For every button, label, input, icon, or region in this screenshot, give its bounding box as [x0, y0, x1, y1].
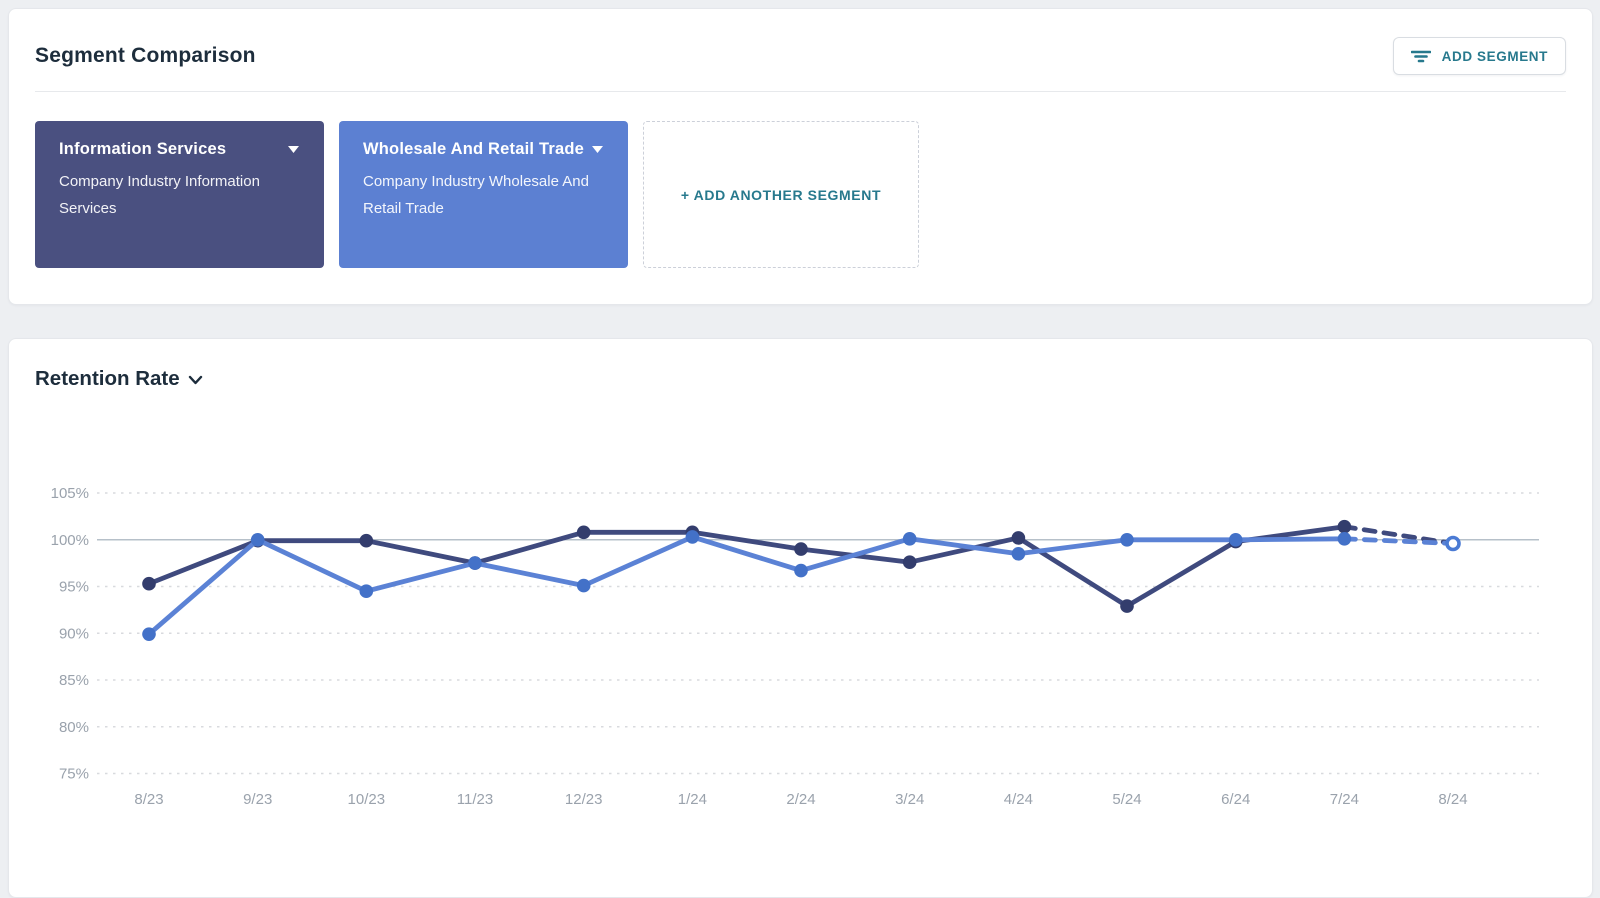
data-point[interactable]: [359, 533, 374, 548]
x-axis-tick: 11/23: [457, 791, 493, 808]
series-projection-dashed: [1342, 536, 1456, 546]
add-segment-button-label: ADD SEGMENT: [1441, 48, 1548, 64]
data-point[interactable]: [902, 555, 917, 569]
x-axis-tick: 8/24: [1438, 791, 1467, 808]
data-point[interactable]: [902, 532, 917, 546]
x-axis-tick: 6/24: [1221, 791, 1250, 808]
chevron-down-icon: [287, 145, 300, 154]
data-point[interactable]: [576, 525, 591, 540]
chevron-down-icon[interactable]: [188, 372, 203, 390]
data-point[interactable]: [1337, 519, 1352, 534]
x-axis-tick: 10/23: [348, 791, 386, 808]
x-axis-tick: 7/24: [1330, 791, 1359, 808]
x-axis-tick: 5/24: [1112, 791, 1141, 808]
data-point[interactable]: [1228, 533, 1243, 547]
data-point[interactable]: [142, 627, 156, 641]
series-line: [146, 534, 1347, 637]
data-point[interactable]: [468, 556, 482, 570]
retention-rate-card: Retention Rate 105% 100% 95% 90% 85% 80% 75% 8/…: [8, 338, 1593, 898]
segment-comparison-card: Segment Comparison ADD SEGMENT Informati…: [8, 8, 1593, 305]
x-axis-tick: 8/23: [134, 791, 163, 808]
x-axis-tick: 2/24: [786, 791, 815, 808]
x-axis-tick: 12/23: [565, 791, 603, 808]
page-title: Segment Comparison: [35, 44, 256, 67]
y-axis-tick: 85%: [59, 672, 89, 689]
y-axis-tick: 75%: [59, 766, 89, 783]
data-point[interactable]: [794, 563, 808, 578]
segment-card-information-services: Information Services Company Industry In…: [35, 121, 324, 268]
y-axis-tick: 90%: [59, 625, 89, 642]
x-axis-tick: 1/24: [678, 791, 707, 808]
segment-card-wholesale-retail: Wholesale And Retail Trade Company Indus…: [339, 121, 628, 268]
add-another-segment-label: + ADD ANOTHER SEGMENT: [680, 186, 882, 203]
data-point[interactable]: [1011, 547, 1026, 561]
chevron-down-icon: [591, 145, 604, 154]
series-line: [146, 524, 1347, 609]
data-point[interactable]: [685, 530, 700, 544]
retention-chart: 105% 100% 95% 90% 85% 80% 75% 8/23 9/23 10/23 11/2…: [51, 485, 1539, 808]
filter-icon: [1410, 48, 1431, 64]
segment-name: Information Services: [59, 140, 227, 158]
add-segment-button[interactable]: ADD SEGMENT: [1392, 37, 1566, 75]
data-point[interactable]: [250, 533, 265, 547]
segment-dropdown-wholesale-retail[interactable]: Wholesale And Retail Trade: [363, 140, 604, 159]
data-point[interactable]: [1120, 533, 1134, 547]
segment-description: Company Industry Wholesale And Retail Tr…: [363, 173, 589, 217]
data-point[interactable]: [1337, 532, 1352, 546]
data-point[interactable]: [359, 584, 374, 598]
data-point[interactable]: [794, 542, 808, 556]
data-point[interactable]: [576, 578, 591, 593]
x-axis-tick: 4/24: [1004, 791, 1033, 808]
chart-title: Retention Rate: [35, 367, 180, 390]
add-another-segment-button[interactable]: + ADD ANOTHER SEGMENT: [643, 121, 919, 268]
x-axis-tick: 9/23: [243, 791, 272, 808]
x-axis-tick: 3/24: [895, 791, 924, 808]
header-divider: [35, 91, 1566, 92]
y-axis-tick: 100%: [51, 532, 89, 549]
projected-point-open-circle[interactable]: [1445, 535, 1461, 552]
y-axis-tick: 95%: [59, 579, 89, 596]
segment-dropdown-information-services[interactable]: Information Services: [59, 140, 300, 159]
data-point[interactable]: [1011, 531, 1026, 545]
segment-description: Company Industry Information Services: [59, 173, 260, 217]
segment-name: Wholesale And Retail Trade: [363, 140, 584, 158]
data-point[interactable]: [142, 576, 156, 591]
y-axis-tick: 80%: [59, 719, 89, 736]
data-point[interactable]: [1120, 599, 1134, 613]
y-axis-tick: 105%: [51, 485, 89, 502]
